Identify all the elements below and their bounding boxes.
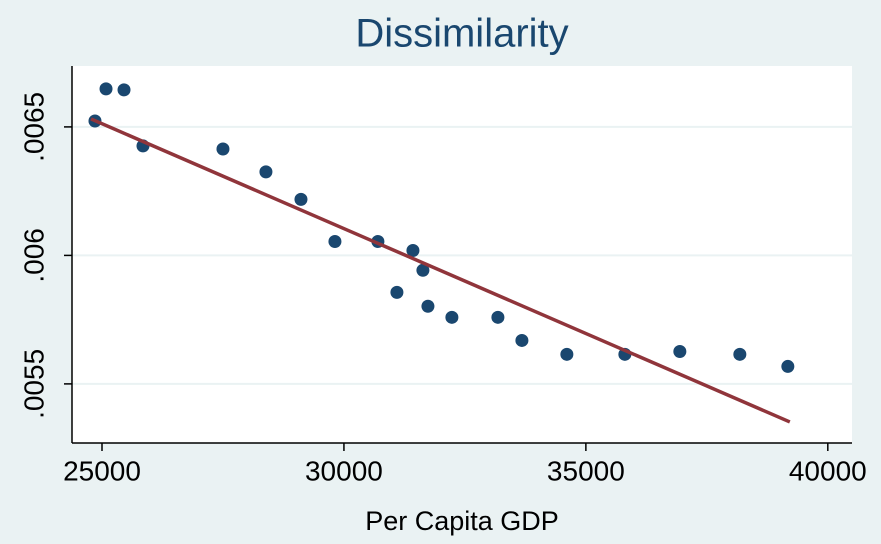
point — [560, 347, 574, 361]
point — [491, 310, 505, 324]
point — [515, 333, 529, 347]
x-axis-title: Per Capita GDP — [365, 506, 559, 536]
point — [117, 83, 131, 97]
chart-title: Dissimilarity — [355, 12, 568, 56]
point — [733, 347, 747, 361]
x-tick-label: 30000 — [305, 455, 383, 486]
point — [445, 310, 459, 324]
point — [421, 299, 435, 313]
y-tick-label: .0055 — [18, 349, 49, 419]
point — [99, 82, 113, 96]
y-tick-label: .0065 — [18, 92, 49, 162]
point — [416, 263, 430, 277]
x-tick-label: 40000 — [789, 455, 867, 486]
point — [216, 142, 230, 156]
point — [406, 244, 420, 258]
point — [259, 165, 273, 179]
y-tick-label: .006 — [18, 228, 49, 283]
point — [294, 192, 308, 206]
point — [781, 359, 795, 373]
point — [328, 235, 342, 249]
point — [390, 285, 404, 299]
fit-line — [90, 117, 791, 424]
x-tick-label: 25000 — [63, 455, 141, 486]
point — [673, 345, 687, 359]
x-tick-label: 35000 — [547, 455, 625, 486]
